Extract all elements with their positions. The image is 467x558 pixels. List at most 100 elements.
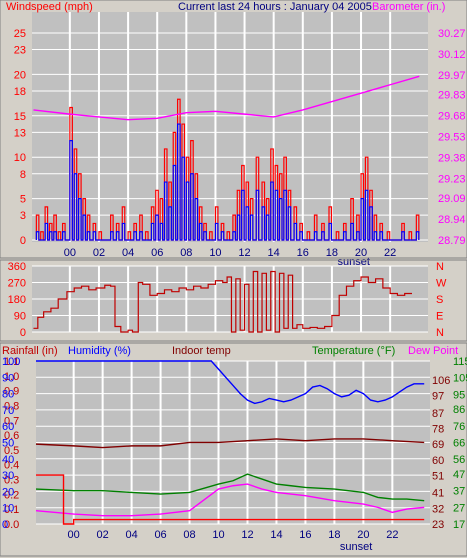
windspeed-tick: 18 — [14, 86, 26, 98]
indoor-temp-tick: 69 — [432, 439, 444, 451]
hour-tick-label: 12 — [238, 247, 250, 259]
middle-panel-frame — [0, 259, 467, 342]
wind-gust-series — [35, 123, 420, 241]
hour-tick-label: 16 — [299, 529, 311, 541]
barometer-series — [33, 75, 420, 121]
direction-degree-tick: 360 — [8, 261, 26, 273]
temperature-tick: 115 — [453, 356, 467, 368]
direction-degree-tick: 0 — [20, 327, 26, 339]
windspeed-axis-label: Windspeed (mph) — [6, 1, 93, 13]
hour-tick-label: 08 — [183, 529, 195, 541]
indoor-temp-tick: 41 — [432, 488, 444, 500]
windspeed-tick: 25 — [14, 28, 26, 40]
temperature-axis-ticks: 17 27 37 47 56 66 76 86 95 105 115 — [453, 356, 467, 531]
rainfall-tick: 0.3 — [4, 475, 19, 487]
indoor-temp-axis-ticks: 23 32 41 51 60 69 78 87 97 106 — [432, 375, 450, 531]
hour-tick-label: 08 — [180, 247, 192, 259]
dewpoint-label: Dew Point — [408, 345, 458, 357]
windspeed-axis-ticks: 0 3 5 8 10 13 15 18 20 23 25 — [14, 28, 26, 247]
hour-tick-label: 18 — [328, 529, 340, 541]
rainfall-tick: 1.0 — [4, 371, 19, 383]
humidity-tick: 0 — [2, 519, 8, 531]
middle-grid — [32, 265, 428, 333]
hour-tick-label: 10 — [212, 529, 224, 541]
windspeed-tick: 3 — [20, 210, 26, 222]
temperature-tick: 76 — [453, 421, 465, 433]
direction-compass-tick: S — [436, 294, 443, 306]
hour-tick-label: 06 — [154, 529, 166, 541]
indoor-temp-tick: 97 — [432, 391, 444, 403]
humidity-tick: 10 — [2, 503, 14, 515]
hour-tick-label: 20 — [357, 529, 369, 541]
temperature-tick: 66 — [453, 438, 465, 450]
indoor-temp-tick: 78 — [432, 424, 444, 436]
temperature-tick: 86 — [453, 404, 465, 416]
hour-tick-label: 06 — [151, 247, 163, 259]
indoor-temp-tick: 23 — [432, 519, 444, 531]
rainfall-tick: 0.1 — [4, 504, 19, 516]
rainfall-tick: 0.2 — [4, 489, 19, 501]
windspeed-tick: 13 — [14, 127, 26, 139]
barometer-tick: 29.09 — [438, 193, 466, 205]
sunset-label: sunset — [338, 256, 370, 268]
barometer-tick: 30.27 — [438, 28, 466, 40]
humidity-tick: 50 — [2, 438, 14, 450]
windspeed-tick: 5 — [20, 194, 26, 206]
top-hour-ticks: 00 02 04 06 08 10 12 14 16 18 20 22 — [64, 247, 397, 259]
humidity-tick: 90 — [2, 372, 14, 384]
indoor-temp-series — [35, 438, 425, 449]
windspeed-tick: 10 — [14, 152, 26, 164]
hour-tick-label: 00 — [68, 529, 80, 541]
indoor-temp-tick: 87 — [432, 408, 444, 420]
rainfall-tick: 0.9 — [4, 386, 19, 398]
humidity-tick: 30 — [2, 470, 14, 482]
direction-compass-tick: E — [436, 311, 443, 323]
temperature-tick: 37 — [453, 486, 465, 498]
humidity-tick: 60 — [2, 421, 14, 433]
bottom-hour-ticks: 00 02 04 06 08 10 12 14 16 18 20 22 — [68, 529, 399, 541]
indoor-temp-axis-label: Indoor temp — [172, 345, 231, 357]
bottom-series — [35, 360, 425, 525]
rainfall-tick: 1.1 — [4, 356, 19, 368]
top-panel-frame — [0, 0, 467, 259]
indoor-temp-tick: 106 — [432, 375, 450, 387]
humidity-tick: 70 — [2, 405, 14, 417]
temperature-series — [35, 473, 425, 502]
indoor-temp-tick: 51 — [432, 470, 444, 482]
humidity-series — [36, 360, 425, 405]
barometer-axis-label: Barometer (in.) — [372, 1, 445, 13]
hour-tick-label: 14 — [270, 529, 282, 541]
humidity-axis-label: Humidity (%) — [68, 345, 131, 357]
humidity-axis-ticks: 0 10 20 30 40 50 60 70 80 90 100 — [2, 356, 20, 531]
indoor-temp-tick: 32 — [432, 503, 444, 515]
chart-title: Current last 24 hours : January 04 2005 — [178, 1, 372, 13]
direction-compass-tick: N — [436, 327, 444, 339]
barometer-tick: 30.12 — [438, 49, 466, 61]
hour-tick-label: 20 — [355, 247, 367, 259]
hour-tick-label: 10 — [209, 247, 221, 259]
sunset-label: sunset — [340, 541, 372, 553]
windspeed-tick: 15 — [14, 111, 26, 123]
hour-tick-label: 22 — [386, 529, 398, 541]
humidity-tick: 20 — [2, 486, 14, 498]
windspeed-tick: 0 — [20, 235, 26, 247]
direction-degree-tick: 90 — [14, 311, 26, 323]
windspeed-tick: 23 — [14, 45, 26, 57]
temperature-axis-label: Temperature (°F) — [312, 345, 395, 357]
direction-compass-tick: W — [436, 278, 447, 290]
rainfall-tick: 0.5 — [4, 445, 19, 457]
humidity-tick: 80 — [2, 389, 14, 401]
temperature-tick: 105 — [453, 373, 467, 385]
barometer-axis-ticks: 28.79 28.94 29.09 29.23 29.38 29.53 29.68 29.83… — [438, 28, 466, 247]
rainfall-series — [36, 474, 425, 525]
wind-direction-series — [33, 270, 412, 333]
hour-tick-label: 04 — [122, 247, 134, 259]
hour-tick-label: 02 — [97, 529, 109, 541]
hour-tick-label: 18 — [326, 247, 338, 259]
barometer-tick: 29.97 — [438, 70, 466, 82]
windspeed-tick: 20 — [14, 69, 26, 81]
temperature-tick: 17 — [453, 519, 465, 531]
hour-tick-label: 12 — [241, 529, 253, 541]
